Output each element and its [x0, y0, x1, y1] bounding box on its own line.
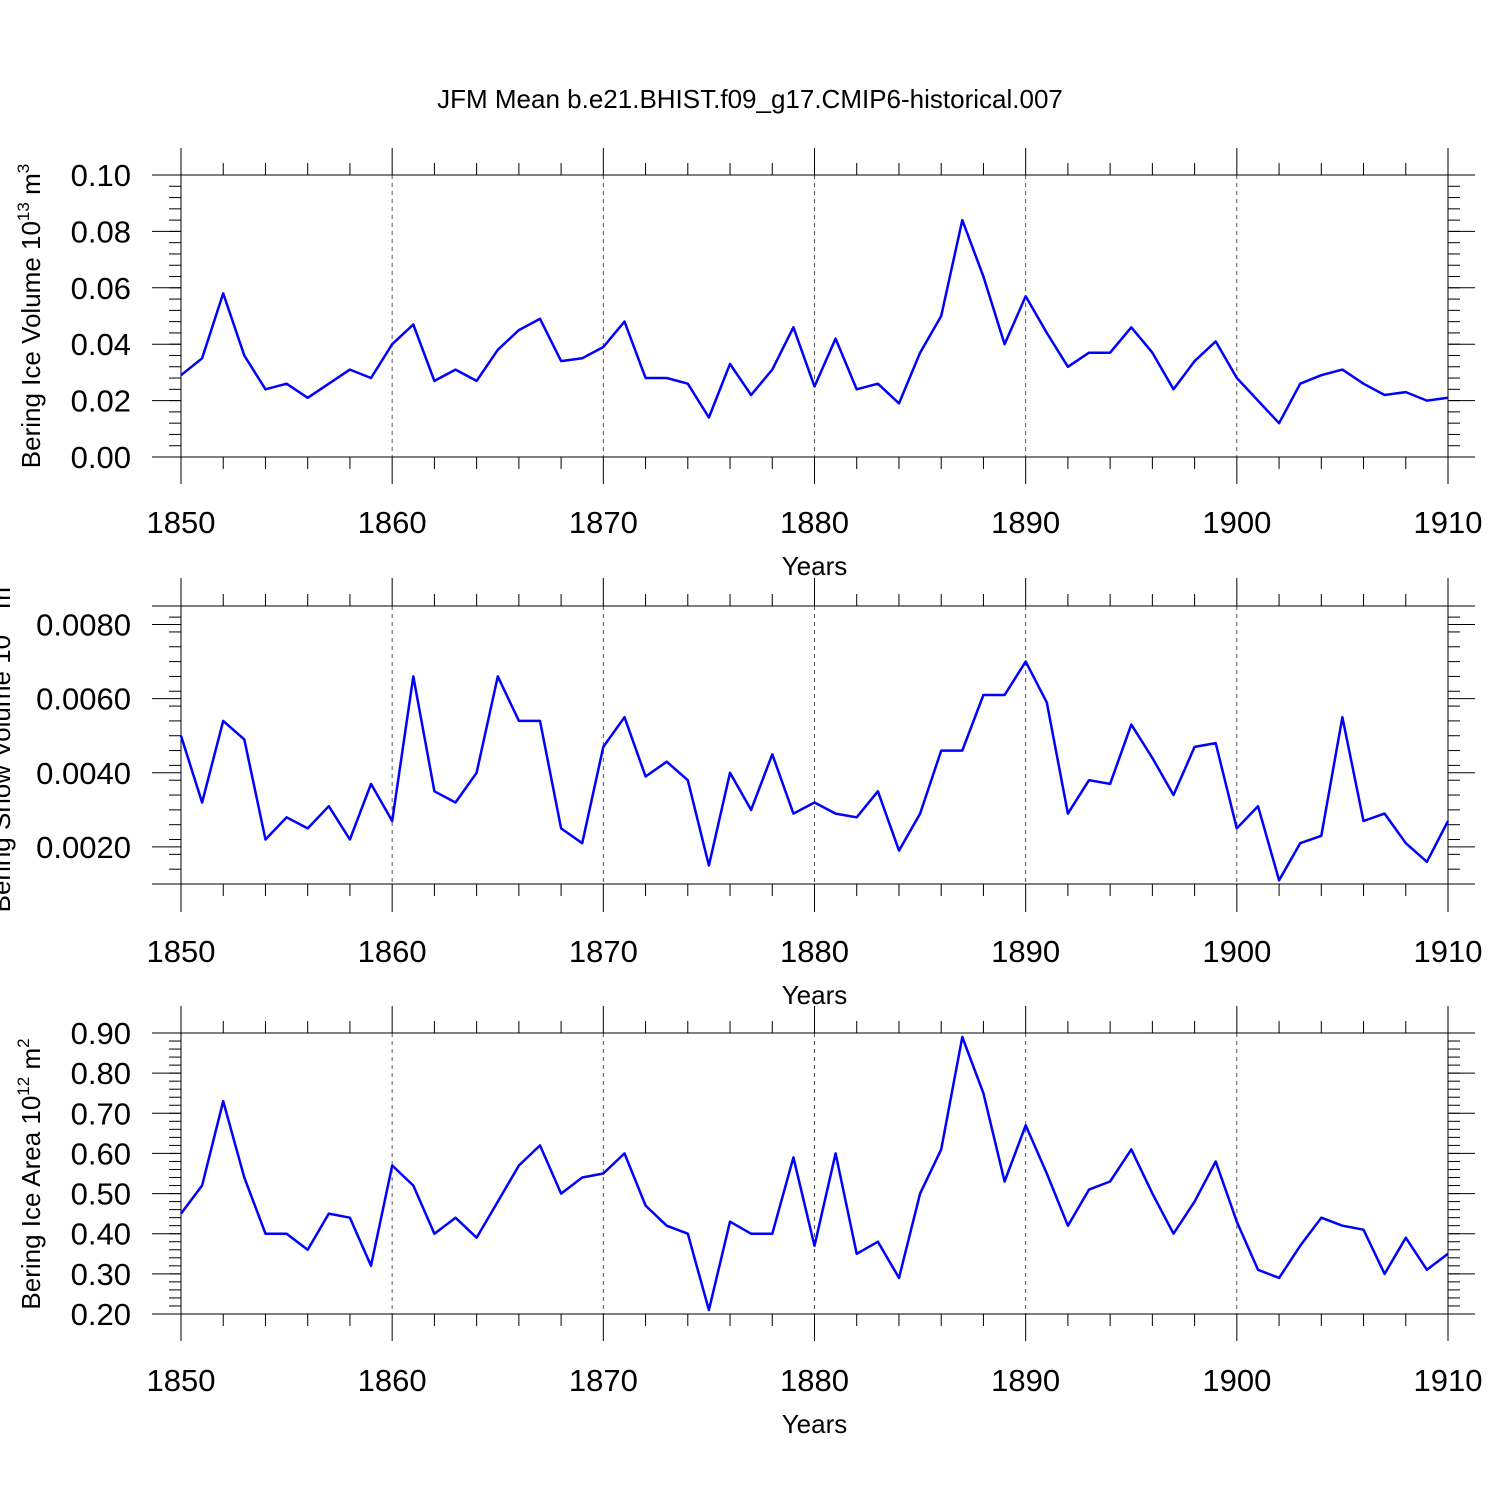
y-axis-label-exponent: 13 [14, 202, 33, 221]
y-tick-label: 0.0020 [36, 830, 131, 865]
y-tick-label: 0.08 [71, 214, 131, 249]
y-axis-label: Bering Ice Volume 1013 m3 [14, 164, 46, 468]
y-tick-label: 0.0040 [36, 756, 131, 791]
y-tick-label: 0.10 [71, 158, 131, 193]
x-tick-label-1910: 1910 [1414, 1363, 1483, 1398]
y-axis-label: Bering Ice Area 1012 m2 [14, 1038, 46, 1309]
y-axis-label-unit: m [16, 1048, 46, 1077]
y-tick-label: 0.04 [71, 327, 131, 362]
x-tick-label-1850: 1850 [147, 505, 216, 540]
y-axis-label: Bering Snow Volume 1013 m3 [0, 578, 16, 913]
x-tick-label-1870: 1870 [569, 934, 638, 969]
y-tick-label: 0.20 [71, 1297, 131, 1332]
y-tick-label: 0.0080 [36, 608, 131, 643]
x-tick-label-1910: 1910 [1414, 505, 1483, 540]
x-tick-label-1910: 1910 [1414, 934, 1483, 969]
y-axis-label-unit-exponent: 3 [14, 164, 33, 173]
x-tick-label-1860: 1860 [358, 505, 427, 540]
y-tick-label: 0.02 [71, 384, 131, 419]
y-tick-label: 0.40 [71, 1217, 131, 1252]
x-tick-label-1870: 1870 [569, 505, 638, 540]
x-tick-label-1880: 1880 [780, 505, 849, 540]
x-axis-label: Years [782, 1409, 848, 1439]
x-tick-label-1890: 1890 [991, 934, 1060, 969]
chart-title: JFM Mean b.e21.BHIST.f09_g17.CMIP6-histo… [437, 84, 1063, 114]
panel-snow-volume: 0.0020 0.0040 0.0060 0.0080 1850 1860 1870 1880… [0, 578, 1482, 1010]
y-tick-label: 0.90 [71, 1016, 131, 1051]
y-axis-label-exponent: 12 [14, 1077, 33, 1096]
y-axis-label-unit: m [16, 173, 46, 202]
y-axis-label-unit-exponent: 3 [0, 578, 3, 587]
series-line [180, 1035, 1449, 1312]
x-tick-label-1880: 1880 [780, 1363, 849, 1398]
y-axis-label-text: Bering Ice Area 10 [16, 1096, 46, 1310]
x-tick-label-1890: 1890 [991, 505, 1060, 540]
x-tick-label-1900: 1900 [1202, 505, 1271, 540]
y-axis-label-text: Bering Ice Volume 10 [16, 221, 46, 468]
y-tick-label: 0.60 [71, 1136, 131, 1171]
y-tick-label: 0.0060 [36, 682, 131, 717]
x-tick-label-1900: 1900 [1202, 934, 1271, 969]
x-axis-label: Years [782, 980, 848, 1010]
y-tick-label: 0.30 [71, 1257, 131, 1292]
y-axis-label-text: Bering Snow Volume 10 [0, 635, 16, 913]
x-tick-label-1900: 1900 [1202, 1363, 1271, 1398]
y-tick-label: 0.80 [71, 1056, 131, 1091]
panel-ice-volume: 0.00 0.02 0.04 0.06 0.08 0.10 1850 1860 1870 1880… [14, 148, 1482, 581]
y-tick-label: 0.70 [71, 1096, 131, 1131]
y-tick-label: 0.00 [71, 440, 131, 475]
x-tick-label-1860: 1860 [358, 934, 427, 969]
y-axis-label-unit-exponent: 2 [14, 1038, 33, 1047]
y-tick-label: 0.50 [71, 1177, 131, 1212]
y-axis-label-exponent: 13 [0, 616, 3, 635]
x-tick-label-1880: 1880 [780, 934, 849, 969]
x-tick-label-1860: 1860 [358, 1363, 427, 1398]
x-tick-label-1890: 1890 [991, 1363, 1060, 1398]
x-tick-label-1870: 1870 [569, 1363, 638, 1398]
x-tick-label-1850: 1850 [147, 1363, 216, 1398]
y-axis-label-unit: m [0, 587, 16, 616]
x-tick-label-1850: 1850 [147, 934, 216, 969]
y-tick-label: 0.06 [71, 271, 131, 306]
panel-ice-area: 0.20 0.30 0.40 0.50 0.60 0.70 0.80 0.90 1850 1860… [14, 1006, 1482, 1439]
x-axis-label: Years [782, 551, 848, 581]
